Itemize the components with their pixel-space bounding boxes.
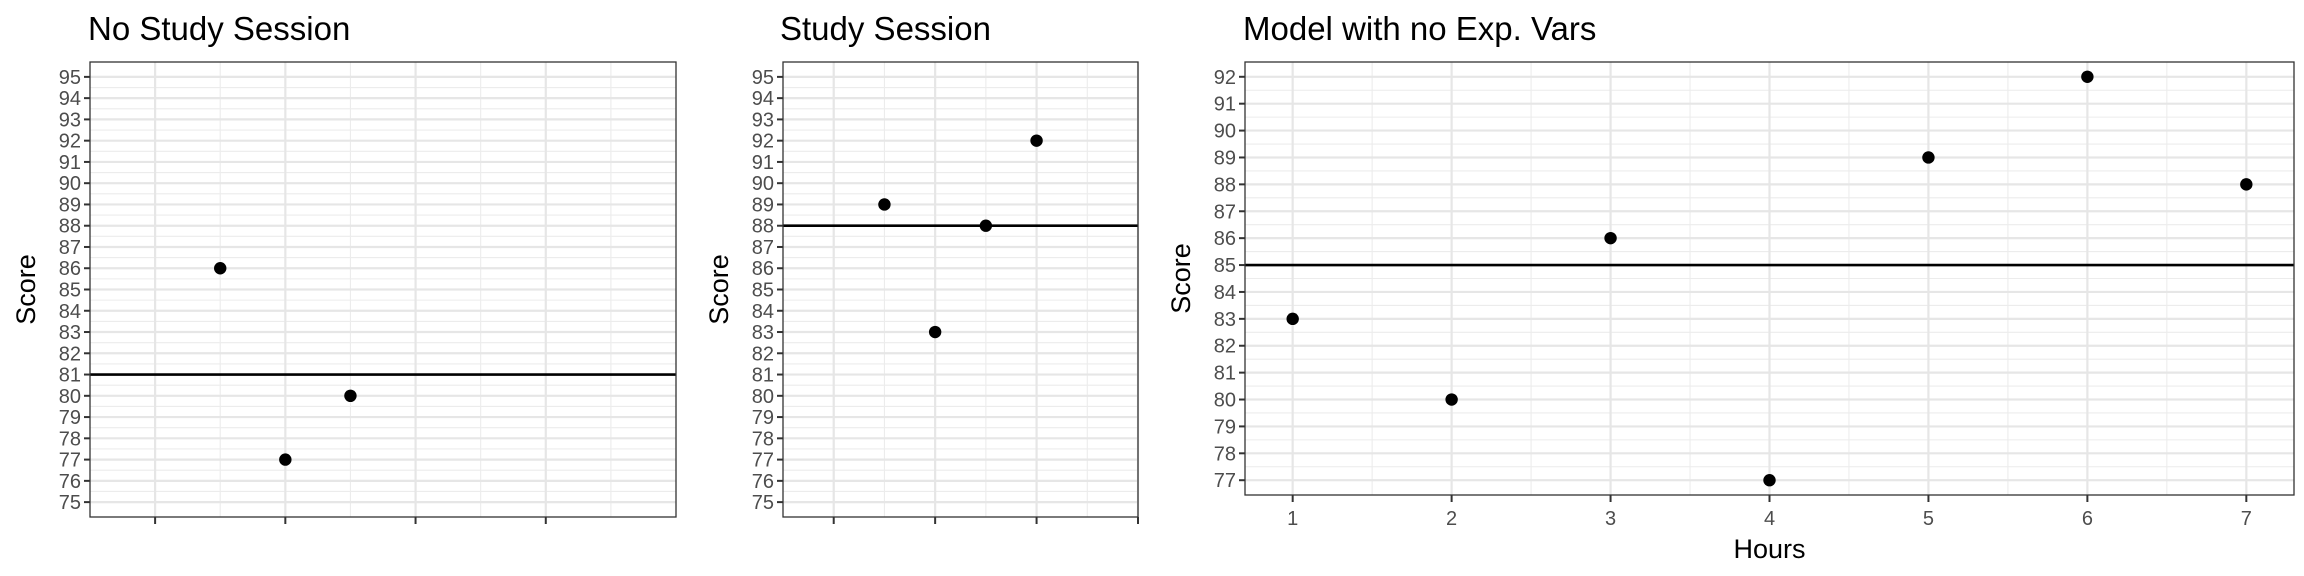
x-tick-label: 4 [1764, 508, 1775, 530]
data-point [1286, 312, 1299, 326]
y-tick-label: 89 [752, 194, 774, 216]
y-tick-label: 92 [1214, 67, 1236, 89]
y-tick-label: 84 [1214, 282, 1236, 304]
data-point [279, 453, 292, 466]
y-tick-label: 75 [59, 492, 81, 514]
x-tick-label: 7 [2241, 508, 2252, 530]
chart-panel-1: 7576777879808182838485868788899091929394… [11, 10, 677, 524]
y-tick-label: 79 [1214, 416, 1236, 438]
x-tick-label: 6 [2082, 508, 2093, 530]
y-tick-label: 78 [1214, 443, 1236, 465]
y-tick-label: 86 [59, 258, 81, 280]
y-tick-label: 95 [752, 67, 774, 89]
y-tick-label: 79 [59, 407, 81, 429]
x-axis-title: Hours [1733, 534, 1805, 564]
x-tick-label: 5 [1923, 508, 1934, 530]
panel-title: Model with no Exp. Vars [1243, 10, 1596, 47]
y-tick-label: 90 [752, 173, 774, 195]
y-tick-label: 84 [752, 301, 774, 323]
y-tick-label: 90 [1214, 121, 1236, 143]
y-tick-label: 92 [752, 131, 774, 153]
y-tick-label: 83 [752, 322, 774, 344]
data-point [344, 389, 357, 403]
chart-panel-2: 7576777879808182838485868788899091929394… [704, 10, 1140, 524]
panel-title: No Study Session [88, 10, 350, 47]
y-tick-label: 78 [59, 428, 81, 450]
y-tick-label: 81 [752, 365, 774, 387]
data-point [1604, 231, 1617, 245]
y-tick-label: 87 [752, 237, 774, 259]
data-point [928, 325, 942, 339]
data-point [1445, 393, 1458, 406]
data-point [1922, 151, 1935, 164]
y-tick-label: 82 [59, 343, 81, 365]
data-point [979, 219, 993, 232]
y-tick-label: 77 [59, 450, 81, 472]
data-point [1763, 474, 1776, 487]
y-tick-label: 83 [59, 322, 81, 344]
y-tick-label: 87 [59, 237, 81, 259]
y-tick-label: 80 [59, 386, 81, 408]
panel-title: Study Session [780, 10, 991, 47]
y-tick-label: 79 [752, 407, 774, 429]
y-axis-title: Score [11, 254, 41, 325]
y-tick-label: 88 [752, 216, 774, 238]
y-tick-label: 85 [59, 280, 81, 302]
y-tick-label: 81 [1214, 363, 1236, 385]
y-tick-label: 86 [1214, 228, 1236, 250]
y-tick-label: 91 [59, 152, 81, 174]
y-tick-label: 82 [1214, 336, 1236, 358]
y-tick-label: 87 [1214, 201, 1236, 223]
y-tick-label: 76 [752, 471, 774, 493]
data-point [878, 198, 891, 211]
y-axis-title: Score [704, 254, 734, 325]
y-axis-title: Score [1166, 243, 1196, 314]
y-tick-label: 88 [1214, 174, 1236, 196]
y-tick-label: 89 [1214, 147, 1236, 169]
y-tick-label: 85 [752, 280, 774, 302]
y-tick-label: 80 [752, 386, 774, 408]
data-point [1030, 134, 1043, 147]
y-tick-label: 75 [752, 492, 774, 514]
y-tick-label: 91 [752, 152, 774, 174]
y-tick-label: 90 [59, 173, 81, 195]
y-tick-label: 78 [752, 428, 774, 450]
y-tick-label: 81 [59, 365, 81, 387]
data-point [214, 262, 227, 275]
y-tick-label: 85 [1214, 255, 1236, 277]
y-tick-label: 93 [59, 109, 81, 131]
y-tick-label: 76 [59, 471, 81, 493]
y-tick-label: 77 [1214, 470, 1236, 492]
data-point [2081, 70, 2094, 83]
y-tick-label: 83 [1214, 309, 1236, 331]
y-tick-label: 93 [752, 109, 774, 131]
y-tick-label: 89 [59, 194, 81, 216]
y-tick-label: 80 [1214, 390, 1236, 412]
chart-panel-3: 77 78 79 80 81 82 83 84 85 86 87 88 89 90 91 92 1 2 3 4 5 6 7 M… [1166, 10, 2295, 564]
y-tick-label: 86 [752, 258, 774, 280]
y-tick-label: 92 [59, 131, 81, 153]
y-tick-label: 82 [752, 343, 774, 365]
y-tick-label: 88 [59, 216, 81, 238]
y-tick-label: 91 [1214, 94, 1236, 116]
y-tick-label: 94 [59, 88, 81, 110]
x-tick-label: 3 [1605, 508, 1616, 530]
y-tick-label: 77 [752, 450, 774, 472]
y-tick-label: 84 [59, 301, 81, 323]
y-tick-label: 94 [752, 88, 774, 110]
y-tick-label: 95 [59, 67, 81, 89]
x-tick-label: 2 [1446, 508, 1457, 530]
x-tick-label: 1 [1287, 508, 1298, 530]
data-point [2240, 178, 2253, 191]
